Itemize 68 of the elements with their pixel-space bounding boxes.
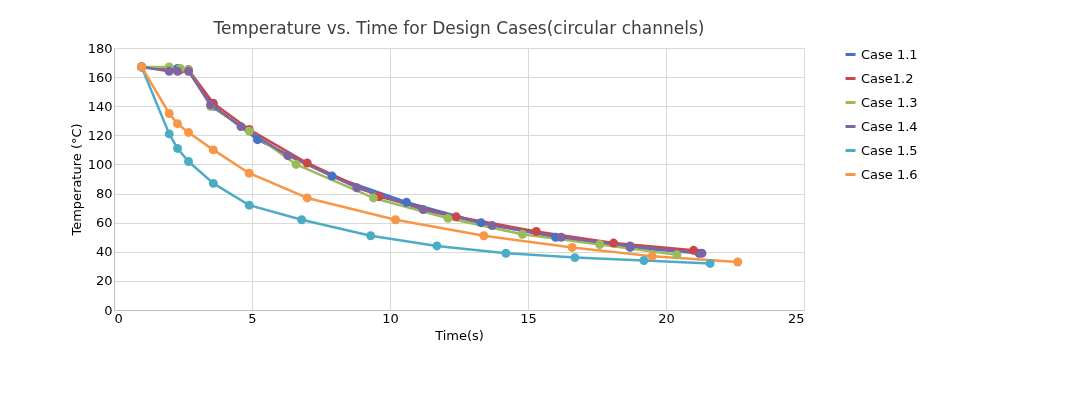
y-tick-label: 20 <box>95 273 113 289</box>
y-tick-label: 160 <box>87 69 113 85</box>
point <box>302 193 312 203</box>
x-axis-title: Time(s) <box>434 327 484 343</box>
y-axis-title: Temperature (°C) <box>68 123 84 237</box>
point <box>402 197 412 207</box>
x-tick-label: 20 <box>658 310 675 326</box>
point <box>639 256 649 265</box>
point <box>327 171 337 181</box>
point <box>164 109 174 118</box>
point <box>451 212 461 222</box>
point <box>432 241 442 251</box>
y-tick-label: 100 <box>87 156 113 172</box>
point <box>556 232 566 242</box>
point <box>164 129 174 139</box>
point <box>443 213 453 223</box>
point <box>647 251 657 261</box>
point <box>733 257 743 267</box>
point <box>253 135 262 145</box>
x-tick-label: 0 <box>114 310 123 326</box>
point <box>487 221 497 231</box>
y-tick-label: 80 <box>95 186 113 202</box>
point <box>609 238 619 248</box>
point <box>531 226 541 236</box>
point <box>366 231 376 241</box>
chart-title: Temperature vs. Time for Design Cases(circular channels) <box>212 18 705 38</box>
legend-label: Case 1.6 <box>861 166 918 182</box>
point <box>244 200 254 210</box>
legend-label: Case 1.5 <box>861 142 918 158</box>
point <box>391 215 400 225</box>
point <box>173 119 182 129</box>
point <box>705 258 715 268</box>
legend-label: Case1.2 <box>861 70 914 86</box>
legend-label: Case 1.4 <box>861 118 918 134</box>
point <box>283 151 293 161</box>
point <box>184 127 193 137</box>
point <box>570 253 580 263</box>
y-tick-label: 60 <box>95 215 113 231</box>
legend-label: Case 1.3 <box>861 94 918 110</box>
point <box>672 250 682 260</box>
point <box>418 205 428 215</box>
y-tick-label: 180 <box>87 40 113 56</box>
x-tick-label: 10 <box>382 310 399 326</box>
point <box>368 193 378 203</box>
point <box>567 242 577 252</box>
point <box>184 157 193 166</box>
x-tick-label: 25 <box>787 310 805 326</box>
point <box>302 158 312 168</box>
x-tick-label: 5 <box>248 310 257 326</box>
y-tick-label: 120 <box>87 127 113 143</box>
y-tick-label: 140 <box>87 98 113 114</box>
point <box>689 245 699 255</box>
legend-label: Case 1.1 <box>861 46 918 62</box>
point <box>208 145 218 155</box>
point <box>476 218 486 228</box>
point <box>518 229 527 239</box>
point <box>236 122 246 132</box>
y-tick-label: 40 <box>95 244 113 260</box>
point <box>595 240 605 249</box>
point <box>173 143 182 153</box>
point <box>501 248 511 258</box>
point <box>297 215 307 225</box>
point <box>244 168 254 178</box>
point <box>208 178 218 188</box>
point <box>352 183 362 193</box>
x-tick-label: 15 <box>520 310 537 326</box>
point <box>479 231 489 241</box>
point <box>291 159 301 169</box>
